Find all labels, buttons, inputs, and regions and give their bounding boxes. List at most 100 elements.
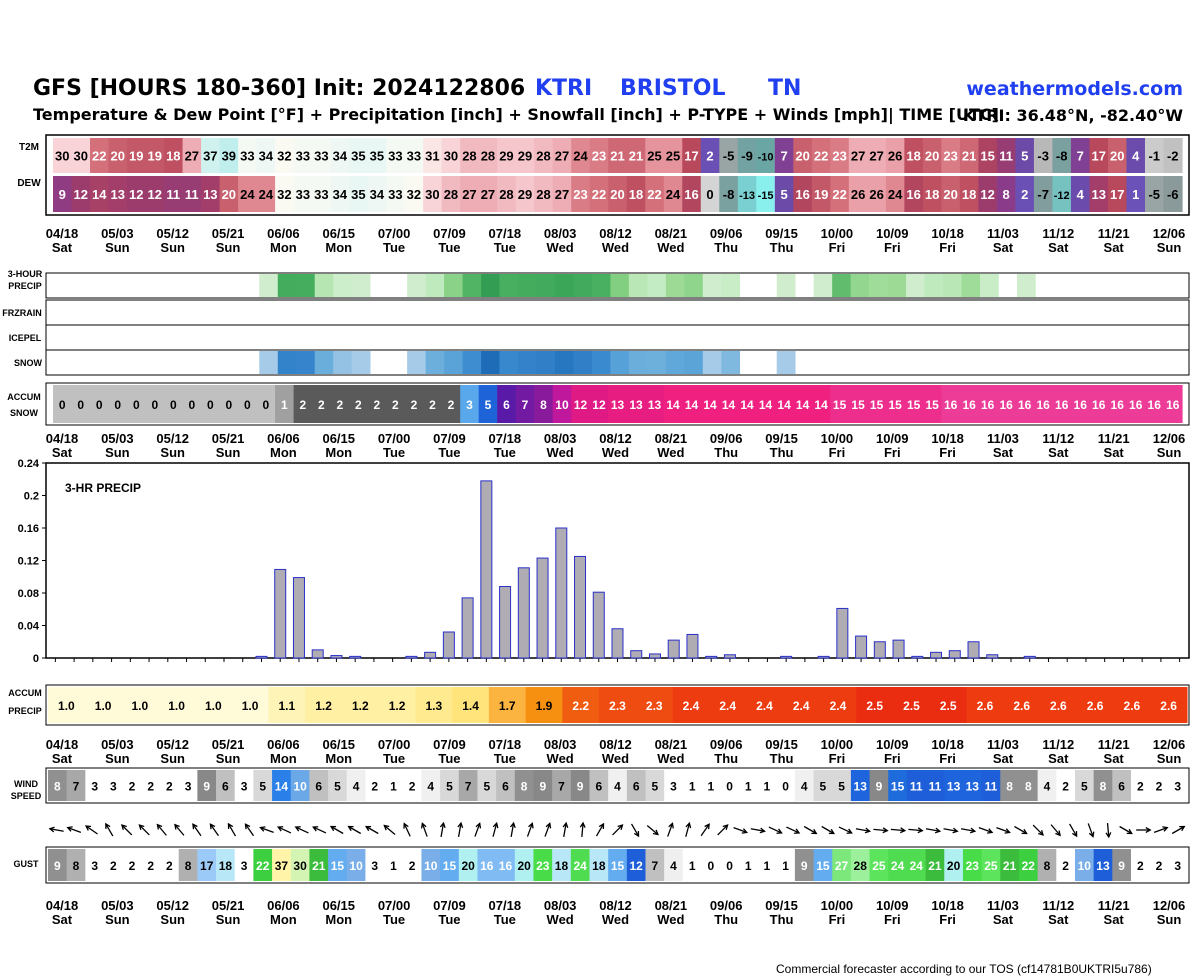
t2m-value: 23 xyxy=(832,149,846,164)
precip-bar xyxy=(499,586,512,659)
wind-speed-value: 9 xyxy=(876,780,883,794)
gust-value: 1 xyxy=(390,859,397,873)
time-axis-1-tick-day: Fri xyxy=(939,240,956,255)
wind-arrow-head xyxy=(934,827,942,834)
gust-cell xyxy=(1093,849,1113,881)
wind-speed-value: 5 xyxy=(483,780,490,794)
time-axis-3-tick-day: Mon xyxy=(270,751,297,766)
wind-speed-cell xyxy=(981,770,1001,801)
time-axis-4-tick-day: Fri xyxy=(884,912,901,927)
time-axis-1-tick-day: Sun xyxy=(216,240,241,255)
dew-cell xyxy=(330,176,350,212)
accum-precip-cell xyxy=(635,687,674,723)
dew-cell xyxy=(700,176,720,212)
t2m-cell xyxy=(1015,138,1035,173)
wind-arrow-shaft xyxy=(768,826,782,834)
accum-snow-cell xyxy=(145,385,165,423)
accum-snow-cell xyxy=(256,385,276,423)
wind-speed-cell xyxy=(552,770,572,801)
t2m-value: 17 xyxy=(684,149,698,164)
wind-speed-cell xyxy=(85,770,105,801)
gust-value: 20 xyxy=(517,859,531,873)
time-axis-1-tick-time: 05/21 xyxy=(212,226,245,241)
dew-cell xyxy=(830,176,850,212)
time-axis-4-tick-day: Wed xyxy=(547,912,574,927)
wind-speed-value: 4 xyxy=(614,780,621,794)
precip-bar xyxy=(536,557,549,659)
wind-arrow-head xyxy=(759,827,766,834)
accum-snow-cell xyxy=(478,385,498,423)
gust-value: 3 xyxy=(1174,859,1181,873)
accum-snow-value: 0 xyxy=(263,398,270,412)
gust-value: 22 xyxy=(256,859,270,873)
dew-value: 8 xyxy=(1003,187,1010,202)
wind-speed-cell xyxy=(1168,770,1188,801)
wind-arrow-shaft xyxy=(581,822,584,838)
t2m-cell xyxy=(275,138,295,173)
wind-speed-value: 0 xyxy=(782,780,789,794)
wind-arrow-head xyxy=(1145,827,1152,833)
t2m-cell xyxy=(164,138,184,173)
accum-precip-cell xyxy=(305,687,343,723)
gust-label: GUST xyxy=(13,859,39,869)
snow-cell xyxy=(351,351,371,374)
wind-speed-value: 2 xyxy=(371,780,378,794)
t2m-cell xyxy=(238,138,258,173)
time-axis-3-tick-time: 11/03 xyxy=(987,737,1019,752)
y-tick-label: 0.04 xyxy=(18,621,40,633)
accum-precip-cell xyxy=(48,687,86,723)
accum-precip-value: 1.7 xyxy=(499,699,516,713)
snow-cell xyxy=(665,351,685,374)
time-axis-3-tick-time: 08/03 xyxy=(544,737,577,752)
wind-speed-value: 3 xyxy=(185,780,192,794)
t2m-cell xyxy=(626,138,646,173)
time-axis-1-tick-day: Sun xyxy=(105,240,130,255)
accum-snow-value: 14 xyxy=(796,398,810,412)
precip-cell xyxy=(832,274,851,297)
gust-value: 8 xyxy=(73,859,80,873)
time-axis-4-tick-time: 09/06 xyxy=(710,898,743,913)
snow-cell xyxy=(684,351,704,374)
t2m-cell xyxy=(608,138,628,173)
gust-cell xyxy=(589,849,609,881)
wind-speed-cell xyxy=(66,770,86,801)
time-axis-2-tick-day: Thu xyxy=(714,445,738,460)
wind-speed-value: 3 xyxy=(1174,780,1181,794)
dew-value: 28 xyxy=(444,187,458,202)
t2m-cell xyxy=(959,138,980,173)
site-link[interactable]: weathermodels.com xyxy=(966,78,1183,100)
snow-cell xyxy=(277,351,297,374)
time-axis-1-tick-day: Tue xyxy=(438,240,460,255)
station-id: KTRI xyxy=(535,76,593,101)
accum-snow-cell xyxy=(867,385,887,423)
accum-precip-value: 1.0 xyxy=(205,699,222,713)
t2m-value: 28 xyxy=(481,149,495,164)
t2m-cell xyxy=(312,138,332,173)
wind-arrow-head xyxy=(846,828,853,834)
precip-bar xyxy=(648,653,661,659)
wind-arrow-shaft xyxy=(492,823,498,837)
accum-snow-cell xyxy=(460,385,480,423)
accum-precip-value: 2.6 xyxy=(1013,699,1030,713)
wind-arrow-shaft xyxy=(260,826,274,834)
wind-speed-value: 6 xyxy=(595,780,602,794)
wind-arrow-head xyxy=(1055,830,1061,837)
dew-value: 9 xyxy=(59,187,66,202)
t2m-value: -9 xyxy=(741,149,753,164)
wind-arrow-shaft xyxy=(717,824,729,836)
accum-snow-value: 16 xyxy=(962,398,976,412)
accum-precip-value: 2.5 xyxy=(940,699,957,713)
time-axis-4-tick-day: Sun xyxy=(160,912,185,927)
accum-snow-cell xyxy=(293,385,313,423)
t2m-value: 23 xyxy=(943,149,957,164)
precip-bar xyxy=(292,577,305,659)
wind-speed-cell xyxy=(160,770,180,801)
gust-value: 4 xyxy=(670,859,677,873)
wind-speed-value: 4 xyxy=(1044,780,1051,794)
gust-cell xyxy=(738,849,759,881)
gust-value: 27 xyxy=(835,859,849,873)
precip-bar xyxy=(405,655,418,659)
wind-arrow-head xyxy=(1105,832,1112,839)
wind-arrow-shaft xyxy=(838,826,852,834)
t2m-cell xyxy=(145,138,165,173)
